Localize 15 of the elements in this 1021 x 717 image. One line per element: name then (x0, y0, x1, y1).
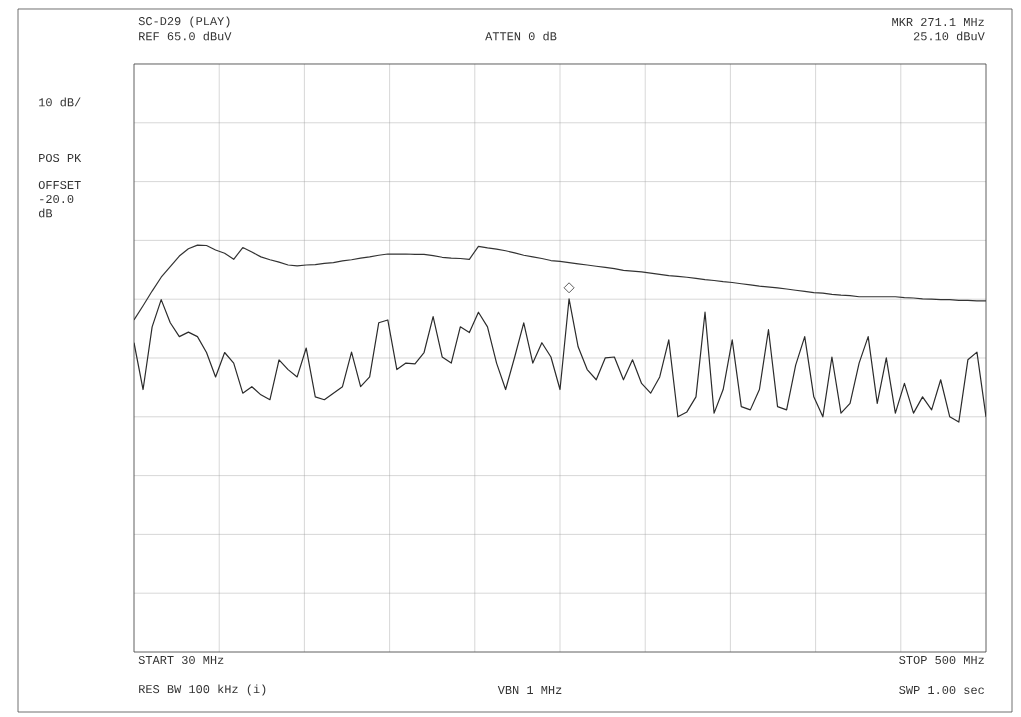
text: OFFSET (38, 180, 81, 190)
text: POS PK (39, 153, 82, 163)
text: MKR 271.1 MHz (892, 17, 984, 26)
text: ATTEN 0 dB (485, 31, 557, 41)
text: STOP 500 MHz (899, 655, 984, 665)
text: 25.10 dBuV (913, 31, 985, 41)
text: SC-D29 (PLAY) (138, 16, 230, 28)
text: START 30 MHz (138, 655, 224, 665)
text: RES BW 100 kHz (i) (139, 684, 266, 696)
text: -20.0 (40, 194, 74, 204)
text: VBN 1 MHz (497, 686, 562, 694)
text: SWP 1.00 sec (899, 685, 984, 695)
text: REF 65.0 dBuV (139, 31, 232, 41)
text: 10 dB/ (39, 97, 81, 107)
text: dB (39, 208, 53, 218)
